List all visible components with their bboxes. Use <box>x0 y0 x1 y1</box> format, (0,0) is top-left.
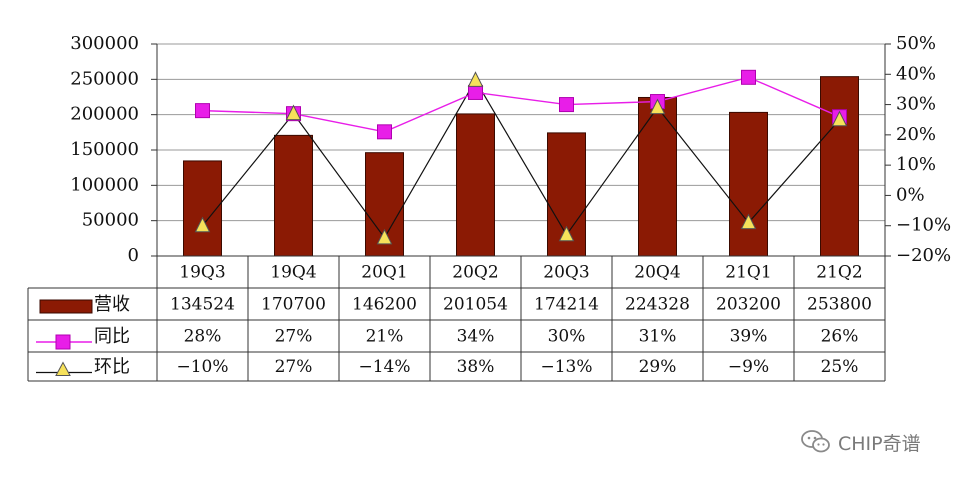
data-label: 25% <box>821 357 859 377</box>
data-label: 38% <box>457 357 495 377</box>
yoy-marker-21Q1 <box>741 69 756 85</box>
qoq-marker-20Q3 <box>558 225 575 242</box>
yoy-marker-20Q1 <box>377 124 392 140</box>
data-label: 224328 <box>625 295 690 315</box>
y-right-tick-label: 30% <box>896 94 936 115</box>
data-label: 39% <box>730 327 768 347</box>
qoq-marker-21Q2 <box>831 110 848 127</box>
y-right-tick-label: 10% <box>896 154 936 175</box>
bar-21Q1 <box>729 111 768 257</box>
data-label: 170700 <box>261 295 326 315</box>
data-label: −10% <box>176 357 228 377</box>
x-tick-label: 20Q3 <box>543 263 589 283</box>
bar-20Q4 <box>638 96 677 257</box>
y-right-tick-label: 50% <box>896 33 936 54</box>
gridlines <box>157 43 885 222</box>
legend-label-yoy: 同比 <box>94 326 130 347</box>
x-tick-label: 20Q1 <box>361 263 407 283</box>
data-label: 21% <box>366 327 404 347</box>
data-label: 253800 <box>807 295 872 315</box>
bar-20Q2 <box>456 113 495 257</box>
yoy-marker-20Q3 <box>559 97 574 113</box>
ratio-lines <box>194 69 848 245</box>
x-tick-label: 21Q1 <box>725 263 771 283</box>
data-label: −13% <box>540 357 592 377</box>
qoq-marker-20Q4 <box>649 98 666 115</box>
qoq-marker-19Q4 <box>285 104 302 121</box>
data-label: 28% <box>184 327 222 347</box>
qoq-marker-19Q3 <box>194 216 211 233</box>
x-tick-label: 21Q2 <box>816 263 862 283</box>
right-axis: 50% 40% 30% 20% 10% 0% −10% −20% <box>884 33 951 266</box>
legend-label-qoq: 环比 <box>94 357 130 378</box>
qoq-marker-21Q1 <box>740 213 757 230</box>
y-left-tick-label: 250000 <box>70 68 139 89</box>
x-tick-label: 20Q2 <box>452 263 498 283</box>
qoq-line <box>202 79 840 239</box>
wechat-icon <box>801 430 830 453</box>
bar-19Q4 <box>274 134 313 257</box>
data-label: 34% <box>457 327 495 347</box>
y-right-tick-label: 40% <box>896 63 936 84</box>
yoy-line <box>202 76 840 133</box>
y-right-tick-label: −10% <box>896 215 951 236</box>
data-label: 27% <box>275 327 313 347</box>
legend-qoq-marker <box>55 361 71 376</box>
yoy-marker-20Q2 <box>468 84 483 100</box>
data-label: 30% <box>548 327 586 347</box>
watermark: CHIP奇谱 <box>800 424 960 460</box>
data-label: 174214 <box>534 295 599 315</box>
data-label: −9% <box>728 357 769 377</box>
data-label: 134524 <box>170 295 235 315</box>
data-label: 27% <box>275 357 313 377</box>
y-left-tick-label: 150000 <box>70 139 139 160</box>
x-tick-label: 19Q3 <box>179 263 225 283</box>
watermark-text: CHIP奇谱 <box>838 432 921 455</box>
qoq-marker-20Q1 <box>376 228 393 245</box>
y-right-tick-label: 20% <box>896 124 936 145</box>
legend-bar-swatch <box>39 299 93 314</box>
qoq-marker-20Q2 <box>467 71 484 87</box>
x-tick-label: 19Q4 <box>270 263 316 283</box>
left-axis: 300000 250000 200000 150000 100000 50000 0 <box>70 33 158 266</box>
y-left-tick-label: 0 <box>128 245 139 266</box>
y-left-tick-label: 100000 <box>70 174 139 195</box>
bar-21Q2 <box>820 76 859 257</box>
data-table: 19Q3 19Q4 20Q1 20Q2 20Q3 20Q4 21Q1 21Q2 134524 17… <box>27 255 886 382</box>
revenue-bars <box>183 76 859 257</box>
y-right-tick-label: 0% <box>896 184 925 205</box>
x-tick-label: 20Q4 <box>634 263 680 283</box>
y-left-tick-label: 50000 <box>82 210 139 231</box>
data-label: −14% <box>358 357 410 377</box>
data-label: 26% <box>821 327 859 347</box>
yoy-marker-19Q3 <box>195 103 210 119</box>
data-label: 146200 <box>352 295 417 315</box>
y-left-tick-label: 200000 <box>70 104 139 125</box>
legend-label-revenue: 营收 <box>94 294 130 315</box>
data-label: 31% <box>639 327 677 347</box>
y-left-tick-label: 300000 <box>70 33 139 54</box>
legend-yoy-marker <box>55 334 71 350</box>
y-right-tick-label: −20% <box>896 245 951 266</box>
data-label: 201054 <box>443 295 508 315</box>
data-label: 203200 <box>716 295 781 315</box>
data-label: 29% <box>639 357 677 377</box>
